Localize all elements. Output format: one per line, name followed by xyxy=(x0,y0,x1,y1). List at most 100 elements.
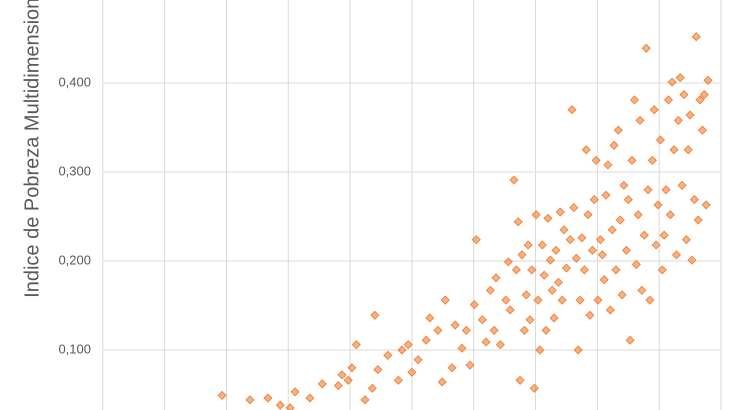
scatter-point xyxy=(621,245,631,255)
y-tick-label: 0,300 xyxy=(58,163,91,178)
scatter-point xyxy=(425,313,435,323)
scatter-point xyxy=(461,325,471,335)
scatter-point xyxy=(407,367,417,377)
scatter-point xyxy=(581,145,591,155)
scatter-point xyxy=(360,395,370,405)
scatter-point xyxy=(575,295,585,305)
scatter-point xyxy=(643,185,653,195)
scatter-point xyxy=(661,185,671,195)
scatter-point xyxy=(603,160,613,170)
scatter-point xyxy=(370,310,380,320)
scatter-point xyxy=(599,275,609,285)
scatter-point xyxy=(693,215,703,225)
scatter-point xyxy=(691,32,701,42)
scatter-point xyxy=(275,400,285,410)
scatter-point xyxy=(437,377,447,387)
scatter-point xyxy=(523,240,533,250)
scatter-point xyxy=(525,315,535,325)
scatter-point xyxy=(539,270,549,280)
scatter-point xyxy=(217,390,227,400)
scatter-point xyxy=(565,235,575,245)
scatter-point xyxy=(553,277,563,287)
scatter-point xyxy=(571,253,581,263)
scatter-point xyxy=(521,290,531,300)
scatter-point xyxy=(351,340,361,350)
scatter-point xyxy=(597,250,607,260)
scatter-point xyxy=(403,340,413,350)
scatter-point xyxy=(587,245,597,255)
scatter-point xyxy=(695,95,705,105)
scatter-point xyxy=(639,230,649,240)
scatter-point xyxy=(485,285,495,295)
scatter-point xyxy=(697,125,708,135)
scatter-point xyxy=(653,200,663,210)
scatter-point xyxy=(641,43,651,53)
scatter-point xyxy=(677,180,687,190)
scatter-point xyxy=(245,395,255,405)
scatter-point xyxy=(337,370,347,380)
scatter-point xyxy=(683,145,693,155)
scatter-point xyxy=(689,195,699,205)
scatter-point xyxy=(623,195,633,205)
scatter-point xyxy=(383,350,393,360)
scatter-point xyxy=(535,345,545,355)
scatter-point xyxy=(471,235,481,245)
scatter-point xyxy=(393,375,403,385)
scatter-point xyxy=(333,381,343,391)
scatter-point xyxy=(583,210,593,220)
scatter-point xyxy=(545,255,555,265)
scatter-point xyxy=(347,363,357,373)
scatter-point xyxy=(519,325,529,335)
scatter-point xyxy=(593,295,603,305)
scatter-point xyxy=(543,213,553,223)
scatter-point xyxy=(595,235,606,245)
scatter-point xyxy=(481,337,491,347)
scatter-point xyxy=(533,295,543,305)
scatter-point xyxy=(703,75,713,85)
scatter-point xyxy=(343,375,353,385)
scatter-point xyxy=(651,240,661,250)
scatter-point xyxy=(609,140,619,150)
scatter-point xyxy=(567,105,577,115)
scatter-point xyxy=(513,217,523,227)
scatter-point xyxy=(373,365,383,375)
scatter-point xyxy=(515,375,525,385)
scatter-point xyxy=(450,320,460,330)
scatter-point xyxy=(317,379,327,389)
scatter-point xyxy=(537,240,547,250)
scatter-point xyxy=(659,230,669,240)
scatter-point xyxy=(561,263,572,273)
scatter-point xyxy=(611,265,621,275)
scatter-point xyxy=(625,335,635,345)
scatter-point xyxy=(577,233,587,243)
scatter-point xyxy=(491,273,501,283)
scatter-point xyxy=(477,315,487,325)
scatter-point xyxy=(397,345,407,355)
scatter-point xyxy=(591,155,601,165)
scatter-point xyxy=(511,265,521,275)
scatter-point xyxy=(613,125,623,135)
scatter-point xyxy=(655,135,665,145)
scatter-point xyxy=(665,210,675,220)
scatter-point xyxy=(509,175,519,185)
scatter-point xyxy=(585,310,595,320)
scatter-point xyxy=(699,90,709,100)
scatter-point xyxy=(531,210,541,220)
scatter-point xyxy=(457,343,467,353)
scatter-point xyxy=(555,207,565,217)
scatter-point xyxy=(489,325,499,335)
scatter-point xyxy=(285,403,295,410)
y-axis-label: Indice de Pobreza Multidimensional xyxy=(21,0,43,298)
scatter-point xyxy=(627,155,637,165)
scatter-point xyxy=(505,305,515,315)
scatter-point xyxy=(501,295,511,305)
scatter-point xyxy=(263,393,273,403)
scatter-point xyxy=(557,295,567,305)
scatter-point xyxy=(607,225,617,235)
scatter-point xyxy=(687,255,697,265)
scatter-point xyxy=(367,383,377,393)
scatter-point xyxy=(669,145,679,155)
scatter-point xyxy=(579,265,589,275)
